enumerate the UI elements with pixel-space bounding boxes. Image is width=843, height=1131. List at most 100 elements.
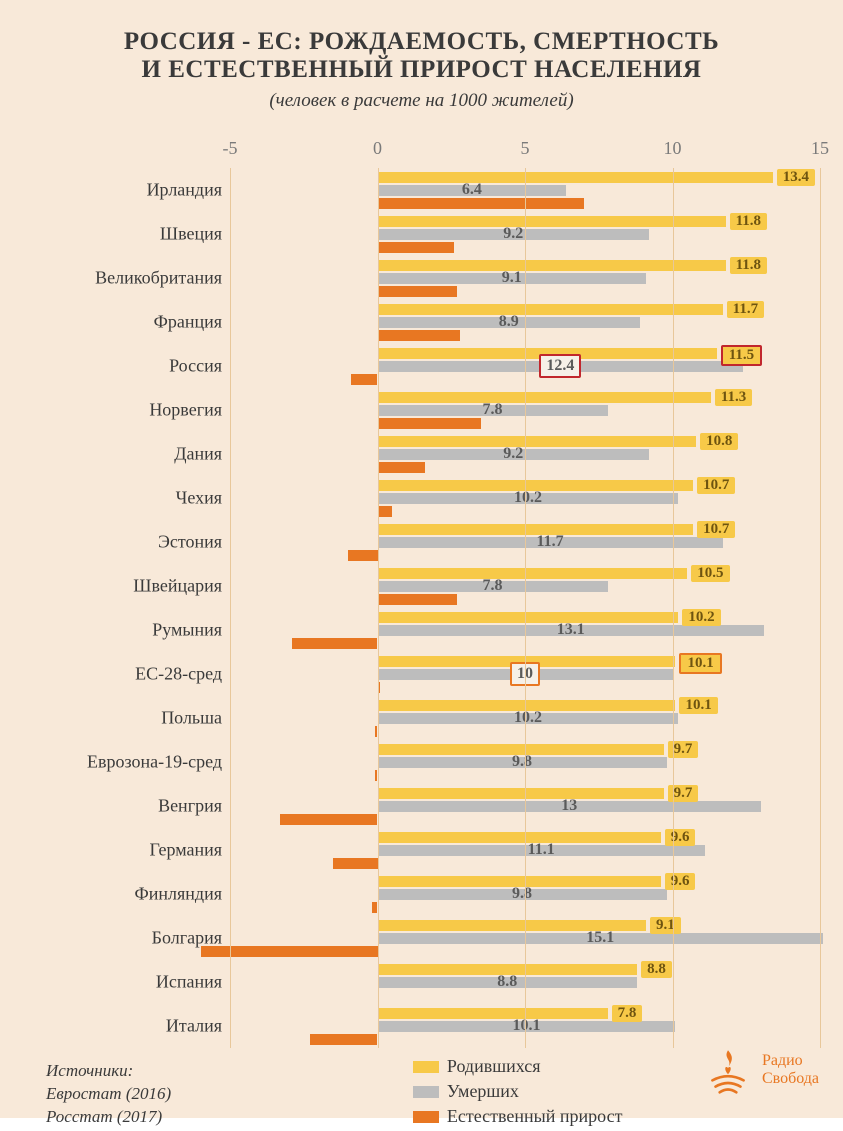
birth-value-label: 11.8 xyxy=(730,257,767,274)
sources-line2: Росстат (2017) xyxy=(46,1106,171,1129)
sources-label: Источники: xyxy=(46,1060,171,1083)
legend-label: Естественный прирост xyxy=(447,1106,623,1127)
death-value-label: 7.8 xyxy=(479,400,507,420)
birth-value-label: 8.8 xyxy=(641,961,672,978)
category-label: ЕС-28-сред xyxy=(135,664,230,685)
category-label: Польша xyxy=(161,708,230,729)
death-value-label: 11.1 xyxy=(524,840,559,860)
birth-value-label: 10.1 xyxy=(679,653,721,674)
legend-swatch xyxy=(413,1111,439,1123)
birth-value-label: 7.8 xyxy=(612,1005,643,1022)
x-tick: 15 xyxy=(811,138,829,159)
growth-bar xyxy=(292,638,378,649)
category-label: Чехия xyxy=(176,488,230,509)
x-axis: -5051015 xyxy=(230,138,820,164)
death-value-label: 9.2 xyxy=(499,444,527,464)
birth-bar xyxy=(378,304,723,315)
category-label: Ирландия xyxy=(147,180,230,201)
plot-region: -5051015 Ирландия13.46.4Швеция11.89.2Вел… xyxy=(230,168,820,1048)
category-label: Дания xyxy=(174,444,230,465)
category-label: Норвегия xyxy=(149,400,230,421)
branding-text: Радио Свобода xyxy=(762,1052,819,1089)
birth-bar xyxy=(378,832,661,843)
growth-bar xyxy=(378,330,461,341)
branding: Радио Свобода xyxy=(702,1044,819,1096)
sources-line1: Евростат (2016) xyxy=(46,1083,171,1106)
legend-item: Естественный прирост xyxy=(413,1106,623,1127)
death-value-label: 13.1 xyxy=(553,620,589,640)
legend-label: Умерших xyxy=(447,1081,519,1102)
birth-value-label: 9.1 xyxy=(650,917,681,934)
category-label: Италия xyxy=(166,1016,230,1037)
legend-item: Родившихся xyxy=(413,1056,623,1077)
growth-bar xyxy=(280,814,377,825)
death-value-label: 10.2 xyxy=(510,488,546,508)
growth-bar xyxy=(378,242,455,253)
chart-area: -5051015 Ирландия13.46.4Швеция11.89.2Вел… xyxy=(20,168,823,1048)
category-label: Великобритания xyxy=(95,268,230,289)
death-value-label: 10.2 xyxy=(510,708,546,728)
gridline xyxy=(230,168,231,1048)
x-tick: 0 xyxy=(373,138,382,159)
growth-bar xyxy=(201,946,378,957)
gridline xyxy=(673,168,674,1048)
birth-bar xyxy=(378,612,679,623)
birth-value-label: 10.7 xyxy=(697,521,735,538)
category-label: Франция xyxy=(154,312,230,333)
death-value-label: 12.4 xyxy=(539,354,581,378)
growth-bar xyxy=(378,286,458,297)
birth-bar xyxy=(378,436,697,447)
death-value-label: 13 xyxy=(557,796,581,816)
birth-value-label: 9.6 xyxy=(665,873,696,890)
birth-value-label: 11.7 xyxy=(727,301,764,318)
category-label: Финляндия xyxy=(135,884,230,905)
birth-value-label: 9.6 xyxy=(665,829,696,846)
x-tick: 5 xyxy=(521,138,530,159)
birth-value-label: 10.8 xyxy=(700,433,738,450)
death-value-label: 15.1 xyxy=(582,928,618,948)
death-value-label: 9.8 xyxy=(508,752,536,772)
title-block: РОССИЯ - ЕС: РОЖДАЕМОСТЬ, СМЕРТНОСТЬ И Е… xyxy=(20,28,823,112)
category-label: Испания xyxy=(156,972,230,993)
legend-item: Умерших xyxy=(413,1081,623,1102)
gridline xyxy=(378,168,379,1048)
growth-bar xyxy=(378,462,425,473)
growth-bar xyxy=(351,374,378,385)
growth-bar xyxy=(310,1034,378,1045)
branding-line1: Радио xyxy=(762,1052,819,1070)
category-label: Венгрия xyxy=(158,796,230,817)
death-value-label: 8.9 xyxy=(495,312,523,332)
birth-value-label: 10.2 xyxy=(682,609,720,626)
chart-page: РОССИЯ - ЕС: РОЖДАЕМОСТЬ, СМЕРТНОСТЬ И Е… xyxy=(0,0,843,1118)
death-value-label: 9.8 xyxy=(508,884,536,904)
growth-bar xyxy=(378,418,481,429)
birth-value-label: 10.5 xyxy=(691,565,729,582)
legend-swatch xyxy=(413,1061,439,1073)
source-note: Источники: Евростат (2016) Росстат (2017… xyxy=(46,1060,171,1129)
death-value-label: 9.2 xyxy=(499,224,527,244)
birth-value-label: 11.5 xyxy=(721,345,762,366)
growth-bar xyxy=(378,594,458,605)
gridline xyxy=(525,168,526,1048)
category-label: Эстония xyxy=(158,532,230,553)
birth-bar xyxy=(378,392,711,403)
legend-label: Родившихся xyxy=(447,1056,541,1077)
death-value-label: 6.4 xyxy=(458,180,486,200)
legend: Родившихся Умерших Естественный прирост xyxy=(413,1056,623,1131)
legend-swatch xyxy=(413,1086,439,1098)
birth-bar xyxy=(378,568,688,579)
growth-bar xyxy=(333,858,377,869)
title-line-2: И ЕСТЕСТВЕННЫЙ ПРИРОСТ НАСЕЛЕНИЯ xyxy=(20,56,823,84)
x-tick: 10 xyxy=(664,138,682,159)
death-value-label: 10.1 xyxy=(508,1016,544,1036)
subtitle: (человек в расчете на 1000 жителей) xyxy=(20,90,823,112)
growth-bar xyxy=(378,506,393,517)
birth-bar xyxy=(378,788,664,799)
death-value-label: 11.7 xyxy=(533,532,568,552)
birth-value-label: 11.3 xyxy=(715,389,752,406)
x-tick: -5 xyxy=(223,138,238,159)
title-line-1: РОССИЯ - ЕС: РОЖДАЕМОСТЬ, СМЕРТНОСТЬ xyxy=(20,28,823,56)
category-label: Швеция xyxy=(160,224,230,245)
rfe-logo-icon xyxy=(702,1044,754,1096)
growth-bar xyxy=(348,550,378,561)
